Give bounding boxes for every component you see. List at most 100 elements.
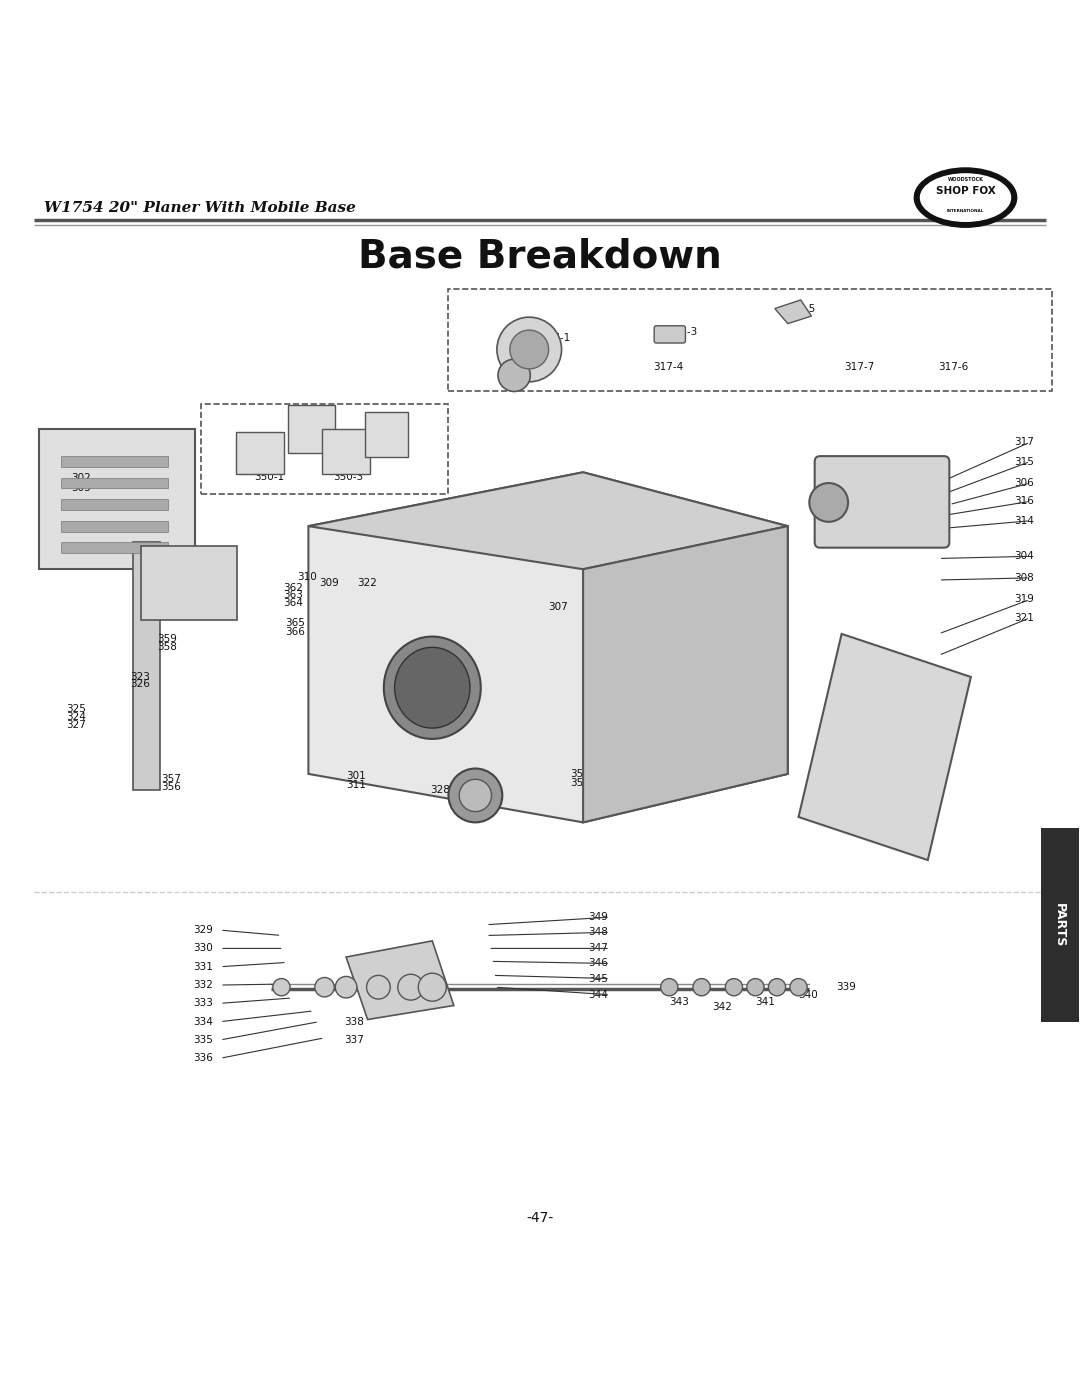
Text: 350-2: 350-2 <box>293 425 322 434</box>
Text: 319: 319 <box>1014 594 1034 605</box>
Text: 345: 345 <box>589 974 608 983</box>
Text: 320: 320 <box>564 527 583 536</box>
Text: 338: 338 <box>343 1017 364 1027</box>
Text: 329: 329 <box>193 925 213 935</box>
Text: 327: 327 <box>66 721 86 731</box>
Polygon shape <box>798 634 971 861</box>
Text: PARTS: PARTS <box>1053 902 1066 947</box>
Text: 301: 301 <box>346 771 366 781</box>
Circle shape <box>661 978 678 996</box>
Text: 364: 364 <box>284 598 303 608</box>
Circle shape <box>510 330 549 369</box>
FancyBboxPatch shape <box>323 429 369 475</box>
Polygon shape <box>346 940 454 1020</box>
Text: 344: 344 <box>589 989 608 1000</box>
Text: 357: 357 <box>161 774 180 784</box>
Text: 313: 313 <box>874 509 894 518</box>
Text: 317-7: 317-7 <box>843 362 874 372</box>
FancyBboxPatch shape <box>133 542 160 791</box>
Text: SHOP FOX: SHOP FOX <box>935 186 996 196</box>
Text: 336: 336 <box>193 1053 213 1063</box>
Text: 363: 363 <box>284 590 303 601</box>
Text: 328: 328 <box>430 785 450 795</box>
Text: WOODSTOCK: WOODSTOCK <box>947 177 984 182</box>
Text: 333: 333 <box>193 999 213 1009</box>
FancyBboxPatch shape <box>60 457 168 467</box>
Text: 324: 324 <box>66 712 86 722</box>
Text: 342: 342 <box>713 1002 732 1011</box>
Circle shape <box>397 974 423 1000</box>
Text: 350-4: 350-4 <box>365 425 395 434</box>
Text: 325: 325 <box>66 704 86 714</box>
Text: 337: 337 <box>343 1035 364 1045</box>
Text: 316: 316 <box>1014 496 1034 506</box>
Ellipse shape <box>920 173 1011 221</box>
Circle shape <box>747 978 764 996</box>
Text: 355: 355 <box>700 665 719 675</box>
FancyBboxPatch shape <box>814 457 949 548</box>
Text: 365: 365 <box>285 617 305 629</box>
FancyBboxPatch shape <box>141 546 238 620</box>
Text: 308: 308 <box>1014 573 1034 583</box>
Text: 354: 354 <box>700 655 719 666</box>
Text: 341: 341 <box>755 997 775 1007</box>
Text: -47-: -47- <box>526 1211 554 1225</box>
FancyBboxPatch shape <box>60 542 168 553</box>
Text: 331: 331 <box>193 961 213 972</box>
FancyBboxPatch shape <box>654 326 686 344</box>
Text: 309: 309 <box>320 578 339 588</box>
Text: 361: 361 <box>161 588 180 598</box>
Text: Base Breakdown: Base Breakdown <box>359 237 721 275</box>
Text: 340: 340 <box>798 989 819 1000</box>
Circle shape <box>448 768 502 823</box>
Text: 326: 326 <box>131 679 150 690</box>
Text: 351: 351 <box>572 548 592 557</box>
Circle shape <box>498 359 530 391</box>
Circle shape <box>789 978 807 996</box>
Text: 330: 330 <box>193 943 213 953</box>
Ellipse shape <box>383 637 481 739</box>
Text: 317-1: 317-1 <box>540 332 570 342</box>
Text: 306: 306 <box>1014 478 1034 488</box>
Text: 353: 353 <box>570 778 590 788</box>
FancyBboxPatch shape <box>60 478 168 489</box>
Text: 317-4: 317-4 <box>653 362 684 372</box>
Text: 321: 321 <box>1014 613 1034 623</box>
Text: 302: 302 <box>71 472 91 483</box>
Text: 322: 322 <box>356 578 377 588</box>
Text: 317-5: 317-5 <box>785 303 815 313</box>
Circle shape <box>497 317 562 381</box>
FancyBboxPatch shape <box>288 405 335 453</box>
Circle shape <box>459 780 491 812</box>
Text: 303: 303 <box>71 483 91 493</box>
Text: 304: 304 <box>1014 552 1034 562</box>
Text: 318: 318 <box>564 515 583 525</box>
FancyBboxPatch shape <box>237 433 284 475</box>
Text: 317-3: 317-3 <box>667 327 698 337</box>
Text: 334: 334 <box>193 1017 213 1027</box>
Circle shape <box>273 978 291 996</box>
Text: 358: 358 <box>158 641 177 652</box>
Text: 339: 339 <box>836 982 856 992</box>
Text: 317: 317 <box>1014 437 1034 447</box>
Text: 356: 356 <box>161 782 180 792</box>
Text: 305: 305 <box>564 538 583 548</box>
Circle shape <box>809 483 848 522</box>
Polygon shape <box>39 429 195 569</box>
Polygon shape <box>309 472 787 569</box>
Text: 343: 343 <box>670 997 689 1007</box>
Text: 360: 360 <box>161 597 180 606</box>
Text: 314: 314 <box>1014 515 1034 525</box>
Text: 352: 352 <box>570 768 590 780</box>
Text: 359: 359 <box>158 634 177 644</box>
Circle shape <box>726 978 743 996</box>
Circle shape <box>315 978 334 997</box>
Text: 310: 310 <box>298 571 318 581</box>
Circle shape <box>335 977 356 997</box>
Text: 332: 332 <box>193 981 213 990</box>
Text: 350-1: 350-1 <box>255 472 285 482</box>
Text: 366: 366 <box>285 627 305 637</box>
Text: 350-3: 350-3 <box>333 472 363 482</box>
Text: 347: 347 <box>589 943 608 953</box>
Text: 362: 362 <box>284 583 303 592</box>
